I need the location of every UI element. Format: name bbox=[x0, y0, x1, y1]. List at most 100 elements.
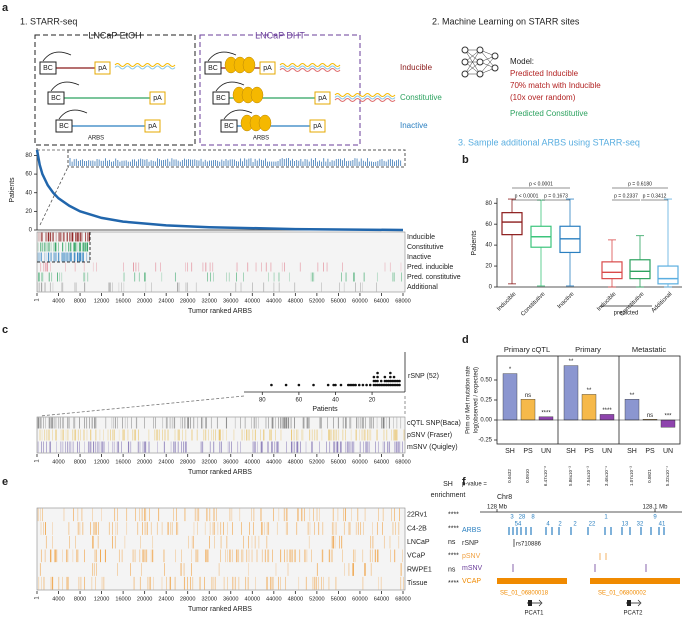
track-label: ARBS bbox=[462, 527, 481, 534]
bar bbox=[599, 414, 615, 421]
panel-label: e bbox=[2, 476, 8, 488]
panel-label: d bbox=[462, 334, 469, 346]
dot bbox=[348, 383, 352, 387]
row-label: VCaP bbox=[407, 553, 426, 560]
x-tick-label: SH bbox=[627, 448, 637, 455]
axis-label: Tumor ranked ARBS bbox=[188, 308, 252, 315]
dot bbox=[383, 375, 387, 379]
pa-box bbox=[94, 61, 111, 75]
arrow bbox=[42, 51, 72, 62]
bar bbox=[563, 365, 579, 421]
x-tick-label: 36000 bbox=[223, 596, 239, 602]
arbs-id: 22 bbox=[589, 522, 596, 528]
ar-protein bbox=[242, 56, 256, 74]
p-value: 1.07x10⁻³ bbox=[629, 466, 634, 486]
step-title: 1. STARR-seq bbox=[20, 16, 77, 26]
y-tick-label: -0.25 bbox=[478, 438, 492, 444]
row-label: Tissue bbox=[407, 580, 427, 587]
ml-text: Model: bbox=[510, 57, 534, 66]
p-label: p = 0.3412 bbox=[643, 193, 667, 199]
x-tick-label: 60000 bbox=[352, 596, 368, 602]
row-label: 22Rv1 bbox=[407, 512, 427, 519]
heatmap bbox=[36, 507, 406, 591]
axis-label: Prim or Met mutation rate bbox=[466, 365, 472, 433]
row-label: LNCaP bbox=[407, 539, 430, 546]
line bbox=[39, 166, 69, 226]
arbs-id: 4 bbox=[546, 522, 550, 528]
x-tick-label: 52000 bbox=[309, 596, 325, 602]
x-tick-label: SH bbox=[566, 448, 576, 455]
x-tick-label: 20 bbox=[369, 398, 376, 404]
dot bbox=[372, 379, 376, 383]
coord: 128.1 Mb bbox=[642, 505, 668, 511]
x-tick-label: Additional bbox=[651, 291, 674, 314]
row-label: Constitutive bbox=[407, 244, 444, 251]
axis-label: log(observed / expected) bbox=[474, 367, 480, 433]
exon bbox=[528, 600, 532, 606]
rna-wave bbox=[279, 65, 341, 70]
group-title: Metastatic bbox=[632, 345, 666, 354]
y-tick-label: 40 bbox=[485, 243, 492, 249]
dot bbox=[394, 379, 398, 383]
p-value: 0.0432 bbox=[507, 469, 512, 483]
bc-label: BC bbox=[43, 65, 53, 72]
dot bbox=[396, 383, 399, 387]
track-label: rSNP bbox=[462, 540, 479, 547]
dot bbox=[392, 379, 396, 383]
x-tick-label: 60000 bbox=[352, 298, 368, 304]
header: SH bbox=[443, 481, 453, 488]
nn-node bbox=[476, 58, 484, 66]
x-tick-label: 24000 bbox=[158, 596, 174, 602]
arrow bbox=[50, 81, 80, 92]
dot bbox=[312, 383, 315, 387]
etoh-box bbox=[34, 34, 196, 146]
x-tick-label: 64000 bbox=[374, 459, 390, 465]
significance: ** bbox=[587, 388, 592, 394]
x-tick-label: 64000 bbox=[374, 298, 390, 304]
dot bbox=[390, 379, 394, 383]
x-tick-label: 28000 bbox=[180, 596, 196, 602]
x-tick-label: UN bbox=[663, 448, 673, 455]
x-tick-label: SH bbox=[505, 448, 515, 455]
box bbox=[501, 212, 523, 236]
ml-text: 70% match with Inducible bbox=[510, 81, 601, 90]
significance: **** bbox=[448, 580, 459, 587]
ml-text: Predicted Inducible bbox=[510, 69, 579, 78]
rna-wave bbox=[279, 63, 341, 67]
dht-box bbox=[199, 34, 361, 146]
rna-wave bbox=[334, 93, 396, 97]
x-tick-label: 64000 bbox=[374, 596, 390, 602]
nn-node bbox=[461, 58, 469, 66]
x-tick-label: 40 bbox=[332, 398, 339, 404]
pa-label: pA bbox=[318, 95, 327, 102]
axis-label: Patients bbox=[312, 406, 338, 413]
axis-label: Tumor ranked ARBS bbox=[188, 469, 252, 476]
dot bbox=[389, 379, 392, 383]
dot bbox=[392, 383, 396, 387]
y-tick-label: 20 bbox=[25, 209, 32, 215]
axis-label: Patients bbox=[471, 230, 478, 256]
rna-wave bbox=[279, 68, 341, 72]
vcap-se bbox=[590, 578, 680, 584]
dot bbox=[372, 383, 376, 387]
x-tick-label: 28000 bbox=[180, 298, 196, 304]
dot bbox=[374, 379, 378, 383]
nn-node bbox=[491, 52, 499, 60]
class-label: Inducible bbox=[400, 63, 433, 72]
dot bbox=[396, 379, 399, 383]
dot bbox=[387, 379, 390, 383]
bc-label: BC bbox=[51, 95, 61, 102]
x-tick-label: Inducible bbox=[496, 291, 518, 313]
row-label: RWPE1 bbox=[407, 566, 432, 573]
dot bbox=[339, 383, 343, 387]
dot bbox=[297, 383, 301, 387]
row-label: cQTL SNP(Baca) bbox=[407, 420, 461, 427]
bar bbox=[538, 416, 554, 421]
significance: ns bbox=[647, 413, 653, 419]
x-tick-label: 8000 bbox=[74, 298, 86, 304]
ar-protein bbox=[250, 86, 264, 104]
x-tick-label: 28000 bbox=[180, 459, 196, 465]
y-tick-label: 60 bbox=[25, 172, 32, 178]
nn-node bbox=[476, 46, 484, 54]
p-value: 5.32x10⁻⁴ bbox=[665, 466, 670, 486]
